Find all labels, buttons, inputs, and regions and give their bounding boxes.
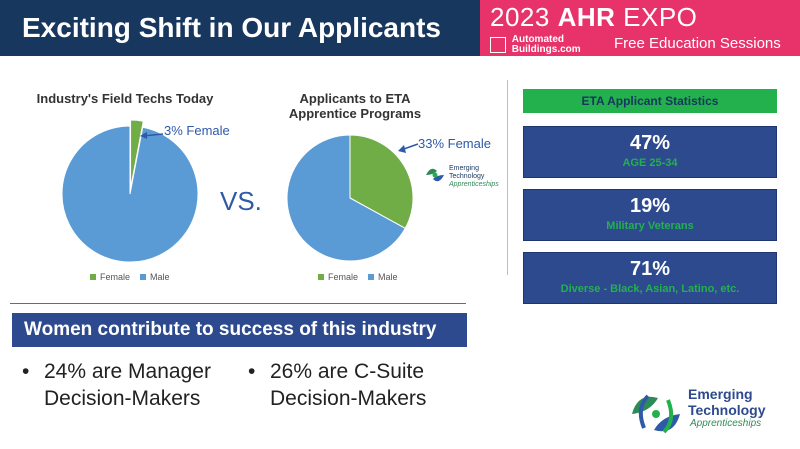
legend-label-male: Male: [378, 272, 398, 282]
chart1-pie: [61, 119, 199, 263]
expo-banner: 2023 AHR EXPO Automated Buildings.com Fr…: [480, 0, 800, 56]
chart1-title: Industry's Field Techs Today: [36, 91, 214, 106]
slide-title: Exciting Shift in Our Applicants: [0, 0, 480, 56]
sponsor-logo: Automated Buildings.com: [490, 35, 581, 55]
expo-name: EXPO: [623, 2, 698, 32]
stat-value: 19%: [629, 195, 671, 217]
eta-logo-text: Emerging Technology: [688, 386, 766, 418]
chart1-legend: Female Male: [90, 272, 170, 282]
bullet-managers: • 24% are Manager Decision-Makers: [22, 358, 211, 412]
horizontal-divider: [10, 303, 466, 304]
eta-logo-line1: Emerging: [688, 386, 753, 402]
eta-leaf-icon: [426, 168, 444, 182]
pie-slice-female: [349, 134, 414, 230]
small-logo-line2: Technology: [449, 173, 485, 180]
legend-label-female: Female: [328, 272, 359, 282]
chart2-title-line1: Applicants to ETA: [299, 91, 411, 106]
bullet-dot: •: [22, 360, 30, 383]
bullet-line2: Decision-Makers: [270, 387, 427, 410]
stat-value: 47%: [629, 132, 671, 154]
eta-logo-icon: [632, 394, 680, 434]
expo-title: 2023 AHR EXPO: [490, 2, 697, 33]
legend-swatch-male: [368, 274, 375, 280]
chart2-title: Applicants to ETA Apprentice Programs: [270, 91, 440, 121]
vs-label: VS.: [220, 186, 262, 216]
bullet-csuite: • 26% are C-Suite Decision-Makers: [248, 358, 427, 412]
chart2-annotation: 33% Female: [418, 136, 491, 151]
expo-year: 2023: [490, 2, 550, 32]
sponsor-line2: Buildings.com: [511, 44, 581, 55]
pie-slice-male: [61, 125, 199, 263]
stats-header: ETA Applicant Statistics: [523, 89, 777, 113]
expo-sessions: Free Education Sessions: [614, 35, 781, 52]
chart2-arrow: [398, 143, 419, 153]
chart2-legend: Female Male: [318, 272, 398, 282]
legend-swatch-male: [140, 274, 147, 280]
chart2-pie: [286, 134, 414, 262]
bullet-line2: Decision-Makers: [44, 387, 201, 410]
legend-swatch-female: [318, 274, 324, 280]
eta-logo-line3: Apprenticeships: [690, 418, 762, 429]
stat-label: AGE 25-34: [622, 157, 678, 169]
chart1-annotation: 3% Female: [164, 123, 230, 138]
stat-box-age: 47% AGE 25-34: [523, 126, 777, 178]
eta-logo: Emerging Technology Apprenticeships: [628, 386, 766, 445]
eta-logo-line2: Technology: [688, 402, 766, 418]
stat-label: Diverse - Black, Asian, Latino, etc.: [560, 283, 740, 295]
chart2-title-line2: Apprentice Programs: [288, 106, 422, 121]
small-logo-line3: Apprenticeships: [449, 181, 499, 188]
legend-label-male: Male: [150, 272, 170, 282]
legend-label-female: Female: [100, 272, 131, 282]
vertical-divider: [507, 80, 508, 275]
stat-box-diverse: 71% Diverse - Black, Asian, Latino, etc.: [523, 252, 777, 304]
slide-title-text: Exciting Shift in Our Applicants: [22, 12, 441, 43]
pie-slice-female: [130, 119, 144, 189]
small-logo-text: Emerging Technology Apprenticeships: [449, 165, 499, 189]
legend-swatch-female: [90, 274, 96, 280]
stat-value: 71%: [629, 258, 671, 280]
bullet-line1: 26% are C-Suite: [270, 360, 425, 383]
women-banner: Women contribute to success of this indu…: [12, 313, 467, 347]
sponsor-line1: Automated: [511, 34, 565, 45]
small-logo-line1: Emerging: [449, 165, 479, 172]
stat-label: Military Veterans: [606, 220, 694, 232]
small-eta-logo: Emerging Technology Apprenticeships: [423, 163, 499, 192]
building-icon: [490, 37, 506, 53]
bullet-dot: •: [248, 360, 256, 383]
expo-name-bold: AHR: [557, 2, 616, 32]
stat-box-veterans: 19% Military Veterans: [523, 189, 777, 241]
bullet-line1: 24% are Manager: [44, 360, 211, 383]
chart1-arrow: [140, 132, 164, 139]
pie-slice-male: [286, 134, 406, 262]
